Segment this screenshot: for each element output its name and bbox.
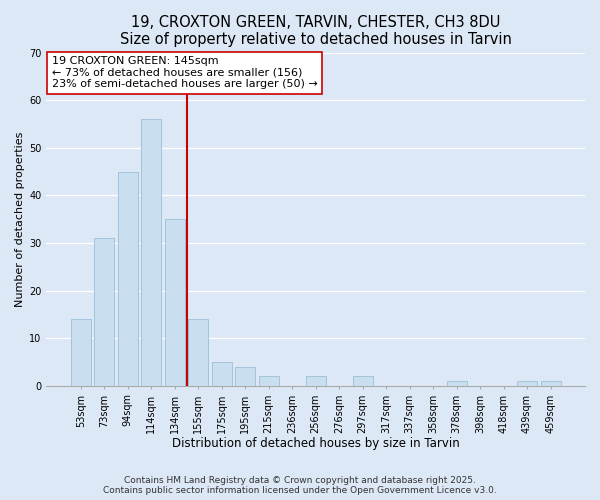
- X-axis label: Distribution of detached houses by size in Tarvin: Distribution of detached houses by size …: [172, 437, 460, 450]
- Title: 19, CROXTON GREEN, TARVIN, CHESTER, CH3 8DU
Size of property relative to detache: 19, CROXTON GREEN, TARVIN, CHESTER, CH3 …: [120, 15, 512, 48]
- Y-axis label: Number of detached properties: Number of detached properties: [15, 132, 25, 307]
- Bar: [165, 220, 185, 386]
- Bar: [94, 238, 115, 386]
- Text: 19 CROXTON GREEN: 145sqm
← 73% of detached houses are smaller (156)
23% of semi-: 19 CROXTON GREEN: 145sqm ← 73% of detach…: [52, 56, 317, 90]
- Bar: [306, 376, 326, 386]
- Bar: [541, 381, 560, 386]
- Bar: [517, 381, 537, 386]
- Bar: [235, 367, 255, 386]
- Bar: [212, 362, 232, 386]
- Bar: [353, 376, 373, 386]
- Bar: [71, 319, 91, 386]
- Bar: [446, 381, 467, 386]
- Bar: [142, 120, 161, 386]
- Bar: [118, 172, 138, 386]
- Bar: [188, 319, 208, 386]
- Text: Contains HM Land Registry data © Crown copyright and database right 2025.
Contai: Contains HM Land Registry data © Crown c…: [103, 476, 497, 495]
- Bar: [259, 376, 279, 386]
